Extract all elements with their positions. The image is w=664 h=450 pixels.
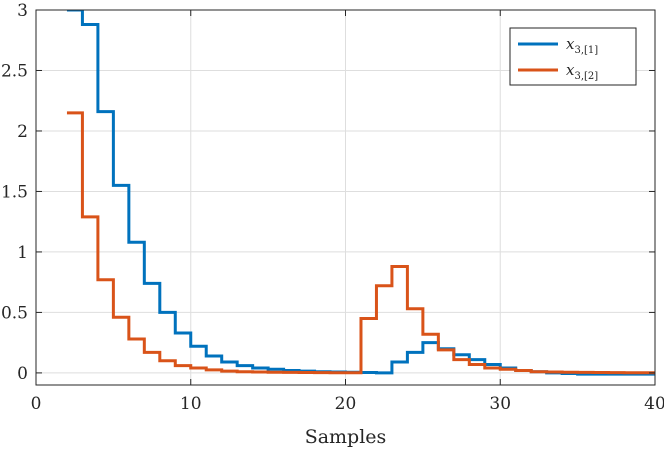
- x-tick-label: 0: [31, 394, 42, 414]
- legend-label-1: x3,[1]: [566, 35, 598, 56]
- series-line-2: [66, 111, 655, 375]
- x-axis-title: Samples: [305, 426, 387, 448]
- x-tick-label: 20: [335, 394, 357, 414]
- y-tick-label: 3: [17, 1, 28, 21]
- tick-marks: [35, 9, 656, 385]
- legend-label-2: x3,[2]: [566, 61, 598, 82]
- series-layer: [66, 10, 655, 376]
- y-tick-label: 2: [17, 122, 28, 142]
- grid-lines: [36, 10, 655, 385]
- legend: x3,[1] x3,[2]: [509, 27, 637, 86]
- y-tick-label: 1: [17, 243, 28, 263]
- y-tick-label: 0: [17, 364, 28, 384]
- x-tick-label: 30: [489, 394, 511, 414]
- y-tick-label: 0.5: [1, 303, 28, 323]
- y-tick-label: 2.5: [1, 61, 28, 81]
- tick-labels: 0 10 20 30 40 0 0.5 1 1.5 2 2.5 3: [1, 1, 664, 414]
- x-tick-label: 10: [180, 394, 202, 414]
- x-tick-label: 40: [644, 394, 664, 414]
- y-tick-label: 1.5: [1, 182, 28, 202]
- legend-box: [509, 27, 637, 86]
